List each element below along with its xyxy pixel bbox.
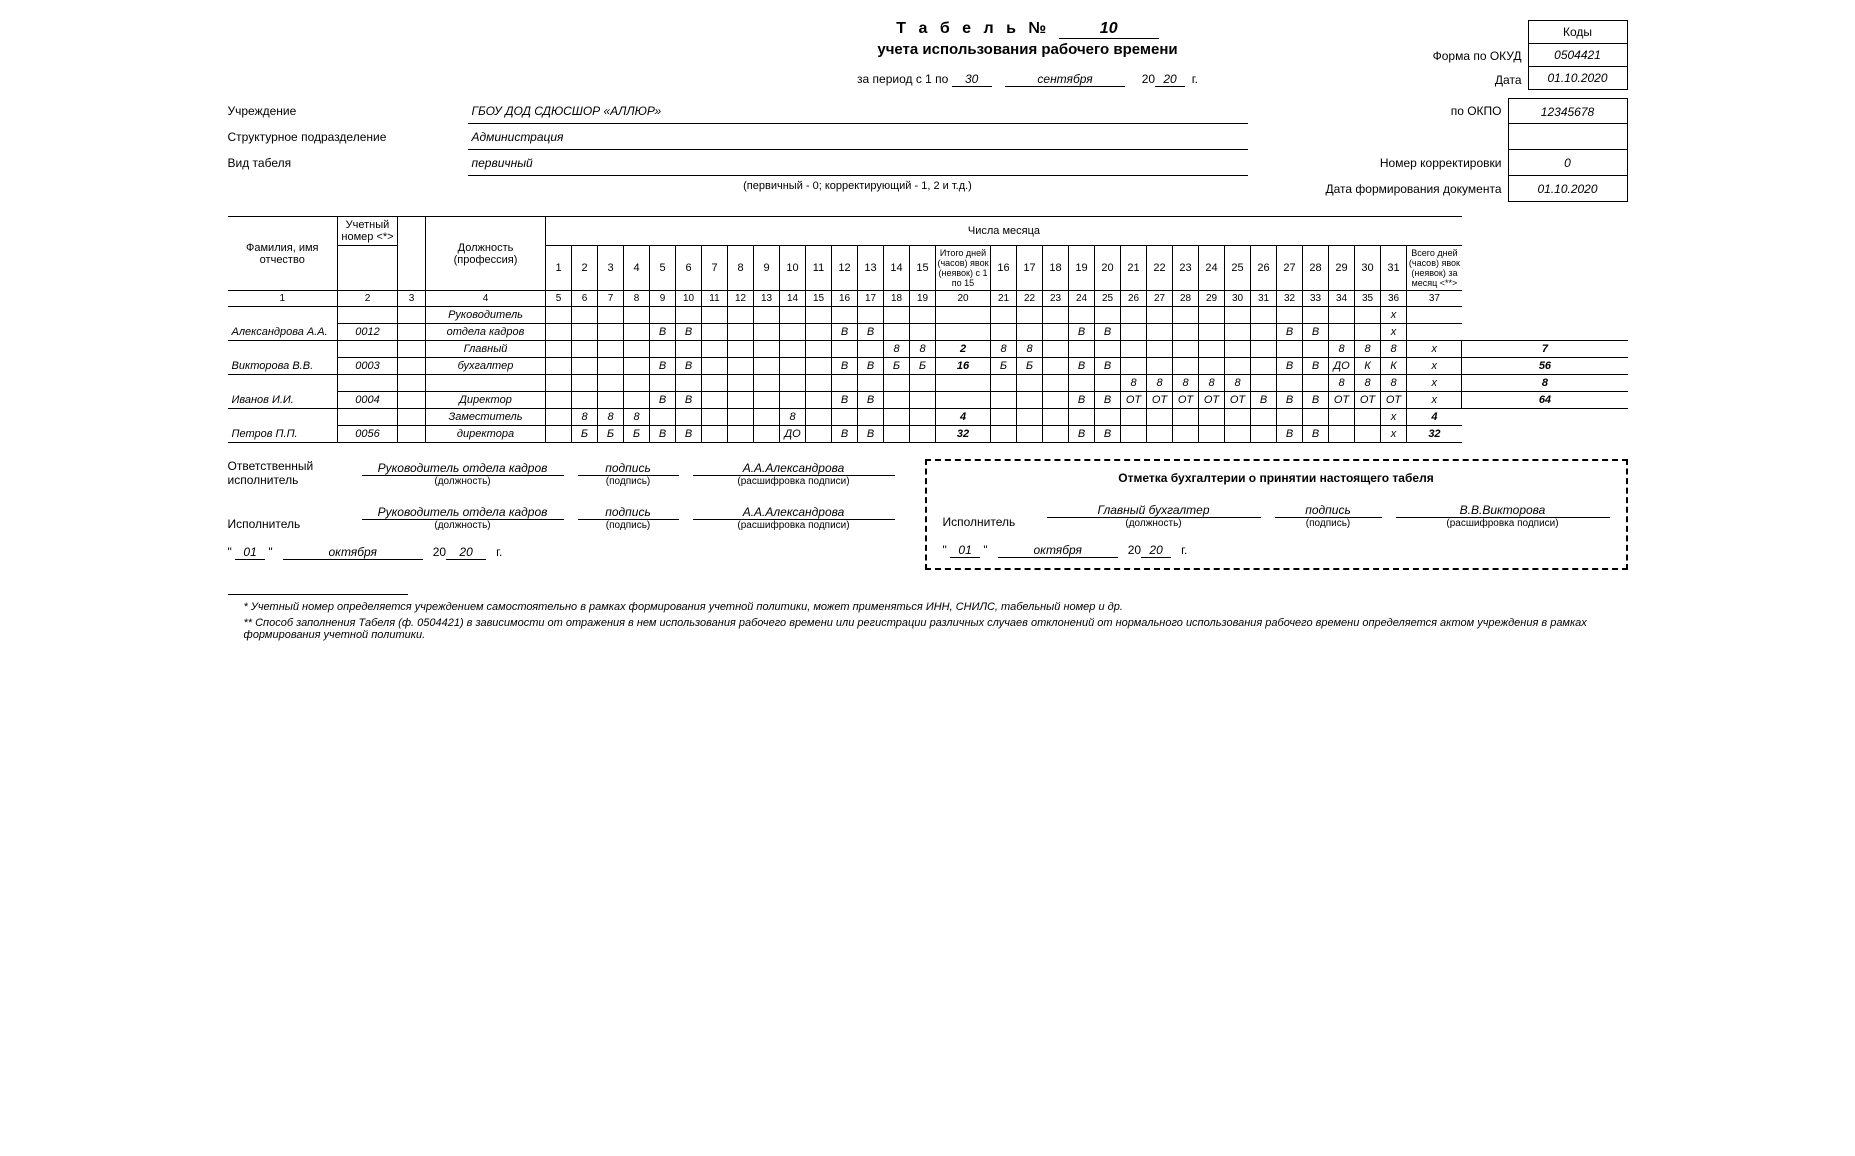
col-days: Числа месяца: [546, 217, 1462, 246]
right-labels-col: по ОКПО Номер корректировки Дата формиро…: [1248, 98, 1508, 202]
kind-name: первичный: [468, 150, 1248, 176]
timesheet-form: Т а б е л ь № 10 учета использования раб…: [228, 20, 1628, 641]
meta-values: ГБОУ ДОД СДЮСШОР «АЛЛЮР» Администрация п…: [468, 98, 1248, 202]
acct-position: Главный бухгалтер: [1047, 503, 1261, 518]
acct-sign: подпись: [1275, 503, 1382, 518]
right-date: " 01 " октября 2020 г.: [943, 543, 1610, 558]
code-date: 01.10.2020: [1529, 67, 1627, 89]
footnote-1: * Учетный номер определяется учреждением…: [228, 601, 1628, 613]
period-year: 20: [1155, 72, 1185, 87]
label-okud: Форма по ОКУД: [1428, 44, 1522, 68]
responsible-sign: подпись: [578, 461, 679, 476]
executor-position: Руководитель отдела кадров: [362, 505, 564, 520]
acct-executor-label: Исполнитель: [943, 515, 1033, 529]
timesheet-table: Фамилия, имя отчество Учетный номер <*> …: [228, 216, 1628, 443]
meta-labels: Учреждение Структурное подразделение Вид…: [228, 98, 468, 202]
label-date: Дата: [1428, 68, 1522, 92]
responsible-label: Ответственный исполнитель: [228, 459, 348, 487]
period-day: 30: [952, 72, 992, 87]
responsible-name: А.А.Александрова: [693, 461, 895, 476]
footnotes: * Учетный номер определяется учреждением…: [228, 594, 1628, 641]
org-name: ГБОУ ДОД СДЮСШОР «АЛЛЮР»: [468, 98, 1248, 124]
accounting-mark-box: Отметка бухгалтерии о принятии настоящег…: [925, 459, 1628, 570]
period: за период с 1 по 30 сентября 2020 г.: [628, 72, 1428, 87]
code-okpo: 12345678: [1508, 98, 1628, 124]
title-number: 10: [1059, 20, 1159, 39]
accounting-title: Отметка бухгалтерии о принятии настоящег…: [943, 471, 1610, 485]
executor-name: А.А.Александрова: [693, 505, 895, 520]
code-okud: 0504421: [1529, 44, 1627, 67]
codes-box: Коды 0504421 01.10.2020: [1528, 20, 1628, 90]
title-label: Т а б е л ь №: [896, 20, 1050, 37]
signatures: Ответственный исполнитель Руководитель о…: [228, 459, 1628, 570]
acct-name: В.В.Викторова: [1396, 503, 1610, 518]
col-job: Должность (профессия): [426, 217, 546, 291]
subtitle: учета использования рабочего времени: [628, 41, 1428, 58]
period-month: сентября: [1005, 72, 1125, 87]
footnote-2: ** Способ заполнения Табеля (ф. 0504421)…: [228, 617, 1628, 641]
dept-name: Администрация: [468, 124, 1248, 150]
kind-hint: (первичный - 0; корректирующий - 1, 2 и …: [468, 180, 1248, 192]
code-formed-date: 01.10.2020: [1508, 176, 1628, 202]
codes-box-lower: 12345678 0 01.10.2020: [1508, 98, 1628, 202]
title: Т а б е л ь № 10: [628, 20, 1428, 39]
executor-label: Исполнитель: [228, 517, 348, 531]
code-correction: 0: [1508, 150, 1628, 176]
col-acct-num: Учетный номер <*>: [338, 217, 398, 246]
responsible-position: Руководитель отдела кадров: [362, 461, 564, 476]
codes-caption: Коды: [1529, 21, 1627, 44]
col-name: Фамилия, имя отчество: [228, 217, 338, 291]
left-date: " 01 " октября 2020 г.: [228, 545, 895, 560]
executor-sign: подпись: [578, 505, 679, 520]
